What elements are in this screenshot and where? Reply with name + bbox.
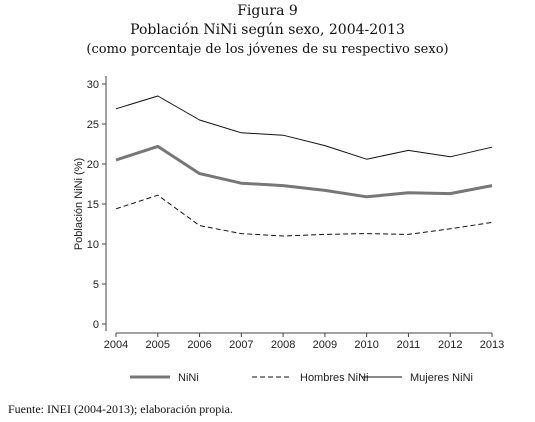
series-line-mujeres-nini	[115, 95, 493, 160]
series-line-nini	[115, 144, 493, 199]
chart-title: Población NiNi según sexo, 2004-2013	[130, 22, 405, 38]
legend-label: Mujeres NiNi	[410, 372, 473, 384]
y-tick-label: 15	[87, 199, 99, 211]
y-tick-label: 5	[93, 279, 99, 291]
legend-label: NiNi	[178, 372, 199, 384]
x-tick-label: 2011	[397, 339, 421, 351]
y-axis-label: Población NiNi (%)	[73, 158, 85, 250]
chart-subtitle: (como porcentaje de los jóvenes de su re…	[86, 42, 449, 57]
x-tick-label: 2007	[229, 339, 253, 351]
y-tick-label: 0	[93, 319, 99, 331]
legend-label: Hombres NiNi	[300, 372, 368, 384]
x-tick-label: 2006	[187, 339, 211, 351]
source-note: Fuente: INEI (2004-2013); elaboración pr…	[8, 402, 233, 416]
x-tick-label: 2010	[354, 339, 378, 351]
y-tick-label: 30	[87, 79, 99, 91]
figure-header: Figura 9 Población NiNi según sexo, 2004…	[0, 2, 535, 59]
x-tick-label: 2008	[271, 339, 295, 351]
series-line-hombres-nini	[115, 194, 493, 237]
x-tick-label: 2012	[438, 339, 462, 351]
y-tick-label: 10	[87, 239, 99, 251]
x-tick-label: 2005	[146, 339, 170, 351]
x-tick-label: 2009	[313, 339, 337, 351]
x-tick-label: 2013	[480, 339, 504, 351]
figure-label: Figura 9	[237, 3, 298, 19]
x-tick-label: 2004	[104, 339, 128, 351]
y-tick-label: 20	[87, 159, 99, 171]
y-tick-label: 25	[87, 119, 99, 131]
